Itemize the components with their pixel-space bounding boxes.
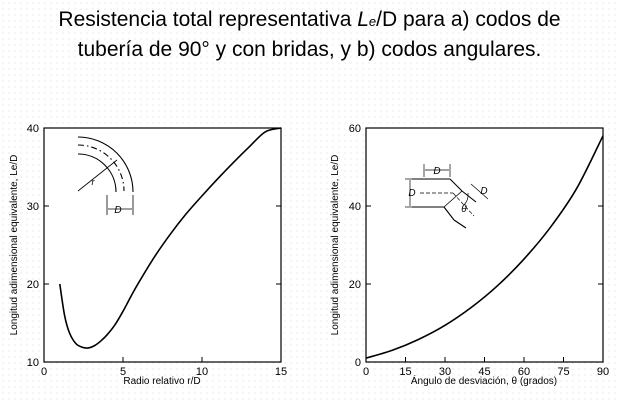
chart-b-inset-mitre-diagram: [405, 164, 489, 229]
chart-b-x-tick-label: 90: [597, 366, 609, 378]
chart-b-plot-area: [365, 127, 604, 363]
chart-a-x-tick-label: 5: [120, 366, 126, 378]
mitre-outlet-lower: [453, 219, 467, 229]
chart-b-x-tick-label: 75: [557, 366, 569, 378]
chart-a-x-tick-label: 10: [196, 366, 208, 378]
ticks-layer: 0 5 10 15 10 20 30 40 0 15 30 45 60 75 90 0 20 40 60: [27, 123, 609, 378]
mitre-plane: [443, 190, 463, 208]
bend-inner-arc: [77, 153, 117, 193]
mitre-dim-right-line: [470, 183, 489, 200]
chart-b-x-tick-label: 0: [363, 366, 369, 378]
chart-b-y-axis-label: Longitud adimensional equivalente, Le/D: [330, 155, 341, 336]
mitre-axis-out: [452, 192, 475, 217]
chart-a-y-tick-label: 20: [27, 279, 39, 291]
bend-radius-line: [77, 159, 118, 192]
chart-b-inset-d-left-label: D: [408, 188, 415, 199]
chart-b-y-tick-label: 60: [349, 123, 361, 135]
chart-b-series-line: [365, 135, 604, 359]
bend-centerline-arc: [77, 144, 125, 192]
chart-b-x-tick-label: 30: [439, 366, 451, 378]
chart-a-inset-r-label: r: [92, 177, 96, 187]
chart-b-inset-d-right-label: D: [480, 186, 487, 197]
chart-b-x-tick-label: 60: [518, 366, 530, 378]
chart-a-x-tick-label: 15: [275, 366, 287, 378]
chart-b-x-axis-label: Ángulo de desviación, θ (grados): [411, 374, 557, 387]
mitre-joint-upper: [449, 178, 463, 192]
bend-outer-arc: [77, 136, 134, 193]
chart-a-y-axis-label: Longitud adimensional equivalente, Le/D: [9, 155, 20, 336]
chart-b-inset-theta-label: θ: [461, 204, 467, 215]
chart-b-x-tick-label: 15: [399, 366, 411, 378]
chart-a-inset-bend-diagram: [77, 136, 134, 215]
chart-a-y-tick-label: 10: [27, 357, 39, 369]
chart-a-y-tick-label: 30: [27, 201, 39, 213]
mitre-angle-arc: [463, 192, 469, 206]
chart-a-x-tick-label: 0: [41, 366, 47, 378]
chart-a-x-axis-label: Radio relativo r/D: [123, 376, 200, 387]
chart-b-y-tick-label: 0: [355, 357, 361, 369]
chart-a-inset-d-label: D: [114, 205, 121, 216]
page-title: Resistencia total representativa Le/D pa…: [0, 6, 619, 64]
title-line-2: tubería de 90° y con bridas, y b) codos …: [77, 38, 542, 61]
mitre-outlet-upper: [461, 190, 477, 203]
curves-layer: [59, 127, 604, 359]
chart-b-y-tick-label: 40: [349, 201, 361, 213]
chart-b-inset-d-top-label: D: [433, 166, 440, 177]
chart-b-x-tick-label: 45: [478, 366, 490, 378]
mitre-joint-lower: [443, 206, 455, 221]
chart-a-series-line: [59, 127, 282, 349]
chart-b-y-tick-label: 20: [349, 279, 361, 291]
title-line-1: Resistencia total representativa Le/D pa…: [58, 8, 561, 31]
chart-a-y-tick-label: 40: [27, 123, 39, 135]
